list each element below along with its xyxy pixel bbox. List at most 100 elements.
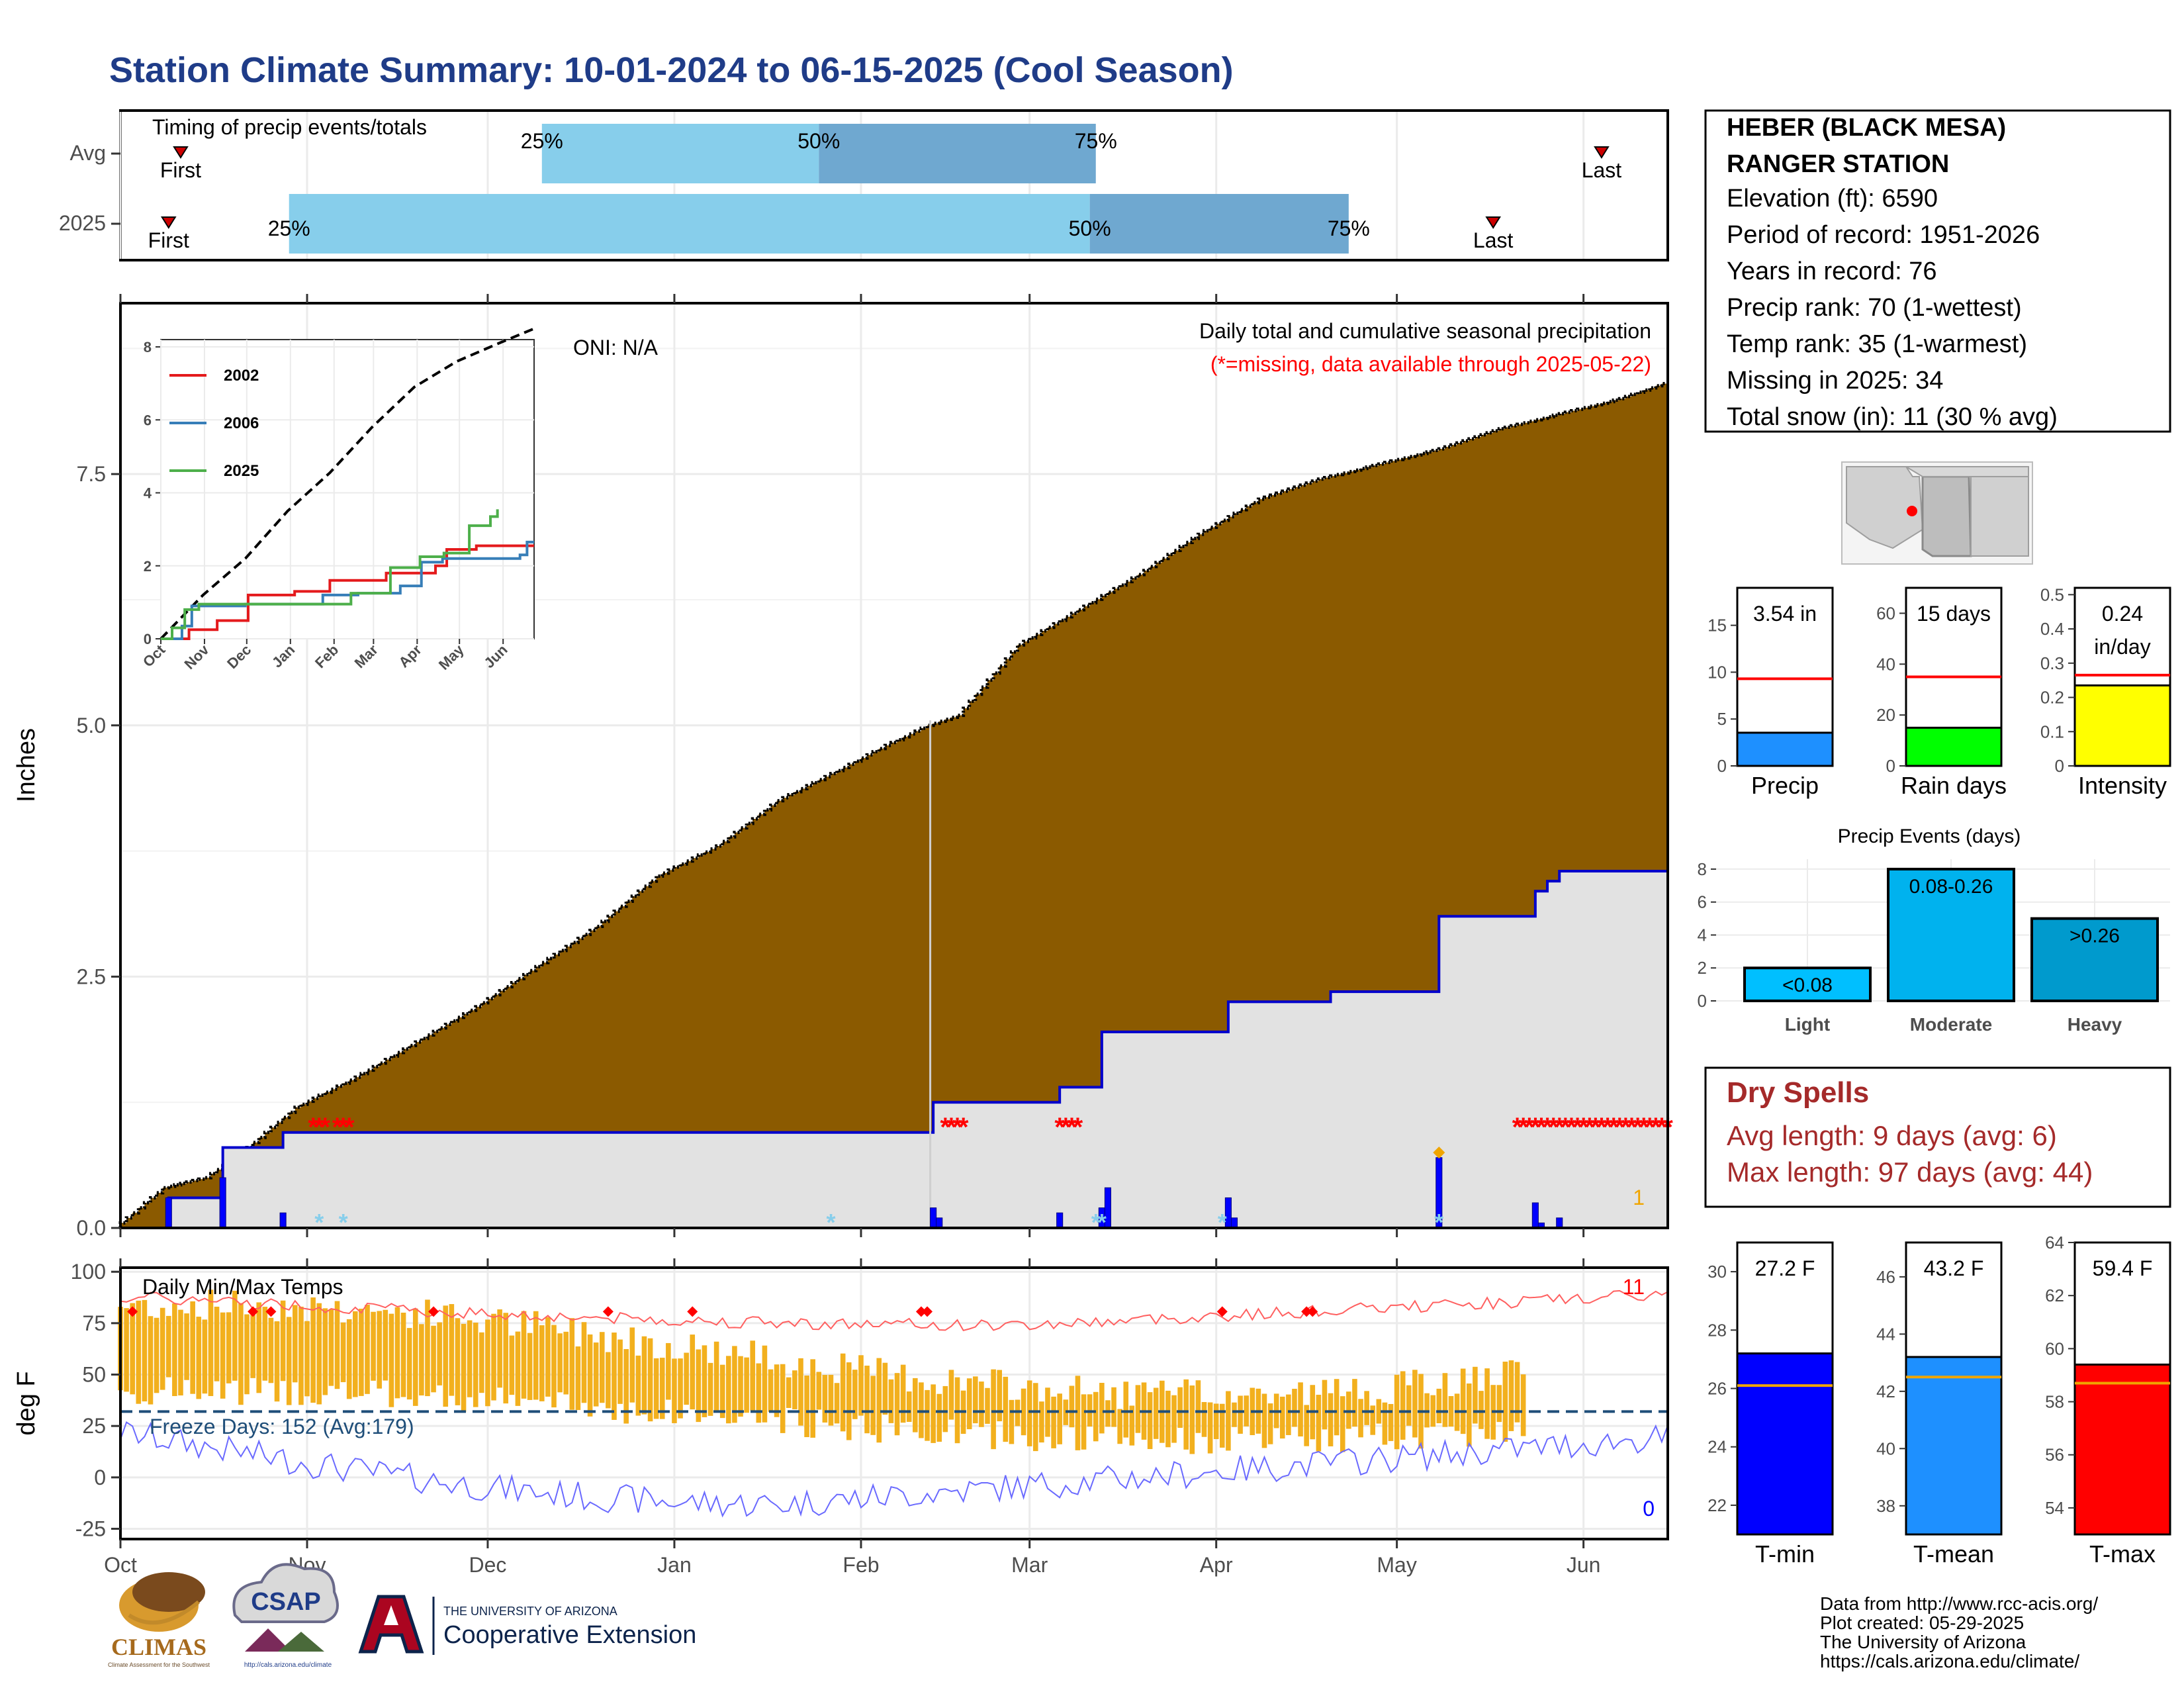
- missing-day-marker: *: [1518, 1113, 1529, 1142]
- daily-temp-range-bar: [563, 1331, 569, 1395]
- station-missing: Missing in 2025: 34: [1727, 367, 1943, 395]
- month-tick-label: May: [1377, 1553, 1416, 1577]
- events-bar-label: <0.08: [1782, 974, 1833, 996]
- climas-logo-text: CLIMAS: [111, 1634, 206, 1660]
- missing-day-marker: *: [1572, 1113, 1583, 1142]
- daily-temp-range-bar: [852, 1370, 858, 1419]
- daily-temp-range-bar: [1466, 1383, 1472, 1447]
- daily-temp-range-bar: [1261, 1393, 1267, 1448]
- daily-temp-range-bar: [1352, 1379, 1357, 1427]
- daily-temp-range-bar: [1117, 1409, 1122, 1444]
- daily-temp-range-bar: [1376, 1399, 1382, 1424]
- daily-temp-range-bar: [1189, 1385, 1195, 1454]
- daily-temp-range-bar: [1220, 1403, 1225, 1448]
- daily-temp-range-bar: [304, 1321, 310, 1397]
- csap-logo-text: CSAP: [251, 1588, 321, 1616]
- page-title: Station Climate Summary: 10-01-2024 to 0…: [109, 50, 1234, 90]
- record-min-temp-line: [120, 1421, 1668, 1518]
- missing-day-marker: *: [1602, 1113, 1613, 1142]
- daily-temp-range-bar: [702, 1345, 707, 1417]
- events-bar-label: 0.08-0.26: [1909, 876, 1993, 898]
- daily-temp-range-bar: [1165, 1390, 1171, 1448]
- station-temp-rank: Temp rank: 35 (1-warmest): [1727, 330, 2027, 358]
- mini-panel-t-mean: 38 40 42 44 46 43.2 F T-mean: [1876, 1241, 2003, 1568]
- daily-temp-range-bar: [154, 1317, 159, 1393]
- daily-temp-range-bar: [130, 1303, 135, 1395]
- inset-ytick-label: 4: [144, 485, 152, 502]
- daily-temp-range-bar: [684, 1352, 689, 1405]
- inset-ytick-label: 6: [144, 412, 152, 428]
- mini-panel-ytick-label: 5: [1717, 709, 1727, 729]
- footer-line2: Plot created: 05-29-2025: [1820, 1613, 2024, 1633]
- daily-temp-range-bar: [1232, 1402, 1237, 1427]
- missing-day-marker: *: [1584, 1113, 1595, 1142]
- daily-temp-range-bar: [142, 1299, 148, 1402]
- temp-ytick-label: 50: [82, 1363, 106, 1387]
- snow-day-marker: *: [1097, 1209, 1107, 1236]
- daily-temp-range-bar: [1201, 1402, 1207, 1437]
- mini-panel-ytick-label: 15: [1707, 616, 1727, 635]
- inset-legend-label: 2025: [224, 462, 259, 480]
- ua-logo-line2: Cooperative Extension: [443, 1621, 696, 1649]
- daily-temp-range-bar: [503, 1313, 509, 1404]
- daily-temp-range-bar: [208, 1289, 214, 1396]
- daily-temp-range-bar: [786, 1377, 792, 1408]
- daily-temp-range-bar: [352, 1311, 358, 1397]
- daily-temp-range-bar: [1460, 1368, 1466, 1434]
- precip-ytick-label: 7.5: [77, 462, 106, 486]
- daily-temp-range-bar: [966, 1378, 972, 1430]
- daily-temp-range-bar: [1171, 1395, 1177, 1443]
- daily-temp-range-bar: [250, 1313, 255, 1378]
- footer-line1: Data from http://www.rcc-acis.org/: [1820, 1593, 2098, 1614]
- missing-day-marker: *: [1639, 1113, 1649, 1142]
- daily-temp-range-bar: [1322, 1380, 1328, 1430]
- daily-precip-bar: [279, 1212, 287, 1229]
- daily-temp-range-bar: [1316, 1395, 1322, 1452]
- timing-q75-label: 75%: [1328, 216, 1370, 240]
- ua-logo: THE UNIVERSITY OF ARIZONA Cooperative Ex…: [358, 1595, 696, 1655]
- snow-day-marker: *: [314, 1209, 324, 1236]
- daily-temp-range-bar: [256, 1302, 262, 1393]
- timing-row-avg-label: Avg: [69, 141, 106, 165]
- daily-temp-range-bar: [220, 1312, 226, 1399]
- events-ytick-label: 0: [1698, 991, 1707, 1011]
- mini-panel-ytick-label: 60: [2045, 1338, 2064, 1358]
- daily-temp-range-bar: [165, 1315, 171, 1378]
- daily-temp-range-bar: [1135, 1385, 1141, 1433]
- mini-panel-name-label: Precip: [1751, 772, 1819, 799]
- daily-temp-range-bar: [1099, 1383, 1105, 1434]
- daily-temp-range-bar: [1032, 1383, 1038, 1452]
- mini-panel-name-label: T-mean: [1913, 1540, 1994, 1568]
- daily-temp-range-bar: [377, 1311, 382, 1389]
- daily-temp-range-bar: [443, 1305, 449, 1407]
- daily-temp-range-bar: [804, 1375, 809, 1438]
- daily-temp-range-bar: [599, 1332, 605, 1403]
- mini-panel-name-label: Intensity: [2078, 772, 2167, 799]
- daily-temp-range-bar: [1129, 1405, 1135, 1446]
- daily-temp-range-bar: [136, 1300, 142, 1404]
- daily-temp-range-bar: [1346, 1391, 1351, 1429]
- precip-ytick-label: 0.0: [77, 1216, 106, 1240]
- daily-temp-range-bar: [569, 1318, 575, 1410]
- missing-day-marker: *: [952, 1113, 963, 1142]
- mini-panel-ytick-label: 30: [1707, 1262, 1727, 1282]
- events-ytick-label: 8: [1698, 859, 1707, 879]
- daily-temp-range-bar: [612, 1333, 617, 1420]
- events-ytick-label: 2: [1698, 958, 1707, 978]
- missing-day-marker: *: [1627, 1113, 1637, 1142]
- daily-temp-range-bar: [659, 1358, 665, 1419]
- precip-subtitle: (*=missing, data available through 2025-…: [1210, 352, 1651, 376]
- daily-temp-range-bar: [1292, 1388, 1297, 1427]
- events-category-label: Light: [1785, 1014, 1830, 1035]
- temperature-summary-bars: 22 24 26 28 30 27.2 F T-min 38 40 42 44 46 43.2 F T-m…: [1707, 1233, 2171, 1568]
- events-ytick-label: 6: [1698, 892, 1707, 912]
- temp-ytick-label: 0: [94, 1466, 106, 1489]
- daily-temp-range-bar: [1473, 1366, 1478, 1424]
- daily-temp-range-bar: [394, 1307, 400, 1399]
- ua-logo-line1: THE UNIVERSITY OF ARIZONA: [443, 1605, 617, 1618]
- missing-day-marker: *: [1561, 1113, 1571, 1142]
- missing-day-marker: *: [1596, 1113, 1607, 1142]
- mini-panel-ytick-label: 0.2: [2040, 688, 2064, 708]
